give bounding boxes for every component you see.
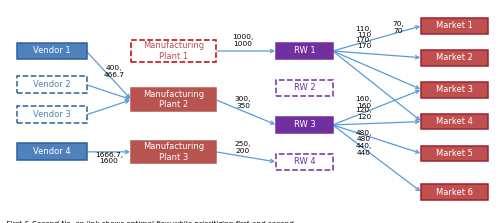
Text: Manufacturing
Plant 3: Manufacturing Plant 3 [143, 142, 204, 161]
Text: Manufacturing
Plant 2: Manufacturing Plant 2 [143, 90, 204, 109]
Text: Vendor 4: Vendor 4 [33, 147, 70, 156]
FancyBboxPatch shape [421, 82, 488, 97]
Text: 1000,
1000: 1000, 1000 [232, 34, 254, 47]
Text: RW 3: RW 3 [294, 120, 316, 129]
FancyBboxPatch shape [17, 76, 87, 93]
FancyBboxPatch shape [131, 40, 216, 62]
Text: 120,
120: 120, 120 [356, 107, 372, 120]
FancyBboxPatch shape [131, 89, 216, 111]
FancyBboxPatch shape [131, 140, 216, 163]
FancyBboxPatch shape [276, 43, 334, 59]
Text: Vendor 1: Vendor 1 [33, 46, 70, 56]
FancyBboxPatch shape [276, 80, 334, 96]
FancyBboxPatch shape [421, 184, 488, 200]
FancyBboxPatch shape [276, 117, 334, 133]
Text: Market 6: Market 6 [436, 188, 473, 197]
Text: Vendor 2: Vendor 2 [33, 80, 70, 89]
FancyBboxPatch shape [421, 18, 488, 34]
Text: 440,
440: 440, 440 [356, 143, 372, 156]
Text: 110,
110: 110, 110 [356, 26, 372, 38]
Text: Market 3: Market 3 [436, 85, 473, 94]
FancyBboxPatch shape [276, 153, 334, 170]
FancyBboxPatch shape [17, 143, 87, 160]
Text: Market 4: Market 4 [436, 117, 473, 126]
Text: Market 2: Market 2 [436, 53, 473, 62]
FancyBboxPatch shape [421, 50, 488, 66]
Text: 300,
350: 300, 350 [235, 97, 251, 109]
Text: Market 5: Market 5 [436, 149, 473, 158]
FancyBboxPatch shape [421, 114, 488, 130]
Text: Manufacturing
Plant 1: Manufacturing Plant 1 [143, 41, 204, 61]
Text: 70,
70: 70, 70 [392, 21, 404, 34]
Text: Vendor 3: Vendor 3 [33, 110, 70, 119]
Text: Market 1: Market 1 [436, 21, 473, 30]
Text: RW 1: RW 1 [294, 46, 316, 56]
Text: 400,
466.7: 400, 466.7 [104, 65, 124, 78]
Text: RW 4: RW 4 [294, 157, 316, 166]
Text: 170,
170: 170, 170 [356, 37, 372, 49]
FancyBboxPatch shape [421, 146, 488, 161]
Text: 160,
160: 160, 160 [356, 96, 372, 109]
FancyBboxPatch shape [17, 43, 87, 59]
Text: 250,
200: 250, 200 [235, 141, 251, 153]
Text: RW 2: RW 2 [294, 83, 316, 93]
Text: 1666.7,
1600: 1666.7, 1600 [95, 152, 123, 164]
FancyBboxPatch shape [17, 106, 87, 123]
Text: First & Second No. on link shows optimal flow while prioritizing first and secon: First & Second No. on link shows optimal… [6, 221, 294, 223]
Text: 480,
480: 480, 480 [356, 130, 372, 142]
